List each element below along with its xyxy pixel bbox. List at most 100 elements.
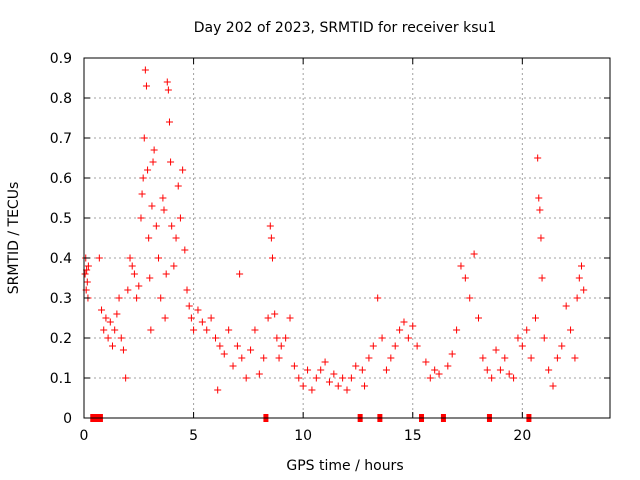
data-point <box>140 134 148 142</box>
data-point <box>483 366 491 374</box>
y-tick-label: 0.4 <box>50 251 72 267</box>
data-point <box>100 326 108 334</box>
data-point <box>479 354 487 362</box>
data-point <box>536 206 544 214</box>
data-point <box>527 354 535 362</box>
data-point <box>531 314 539 322</box>
data-point <box>264 314 272 322</box>
data-point <box>391 342 399 350</box>
data-point <box>343 386 351 394</box>
data-point <box>435 370 443 378</box>
data-point <box>104 334 112 342</box>
data-point <box>185 302 193 310</box>
y-tick-label: 0.2 <box>50 331 72 347</box>
data-point <box>225 326 233 334</box>
data-point <box>260 354 268 362</box>
data-point <box>537 234 545 242</box>
y-tick-labels: 0 0.1 0.2 0.3 0.4 0.5 0.6 0.7 0.8 0.9 <box>50 51 72 427</box>
data-point <box>273 334 281 342</box>
data-point <box>369 342 377 350</box>
data-point <box>113 310 121 318</box>
data-point <box>137 214 145 222</box>
data-point <box>268 254 276 262</box>
data-point <box>575 274 583 282</box>
data-point <box>122 374 130 382</box>
data-point <box>81 270 89 278</box>
data-point <box>179 166 187 174</box>
data-point <box>119 346 127 354</box>
data-point <box>216 342 224 350</box>
data-point <box>299 382 307 390</box>
data-point <box>444 362 452 370</box>
data-point <box>141 66 149 74</box>
plot-frame <box>83 57 611 419</box>
data-point <box>523 326 531 334</box>
y-tick-label: 0.7 <box>50 131 72 147</box>
data-point <box>181 246 189 254</box>
data-point <box>573 294 581 302</box>
data-point <box>135 282 143 290</box>
data-point <box>117 334 125 342</box>
data-point <box>138 190 146 198</box>
data-point <box>431 366 439 374</box>
data-point <box>549 382 557 390</box>
data-point <box>146 274 154 282</box>
data-point <box>505 370 513 378</box>
y-tick-label: 0.8 <box>50 91 72 107</box>
data-point <box>150 146 158 154</box>
data-point <box>102 314 110 322</box>
data-point <box>553 354 561 362</box>
data-point <box>510 374 518 382</box>
grid-lines <box>84 58 610 418</box>
data-point <box>251 326 259 334</box>
data-point <box>164 86 172 94</box>
data-point <box>159 194 167 202</box>
data-point <box>130 270 138 278</box>
data-point <box>290 362 298 370</box>
data-point <box>347 374 355 382</box>
x-tick-label: 0 <box>80 428 89 444</box>
x-axis-label: GPS time / hours <box>286 458 403 474</box>
data-point <box>147 326 155 334</box>
data-point <box>139 174 147 182</box>
data-point <box>330 370 338 378</box>
data-point <box>187 314 195 322</box>
x-tick-label: 20 <box>513 428 531 444</box>
y-tick-label: 0.3 <box>50 291 72 307</box>
data-point <box>162 270 170 278</box>
data-point <box>266 222 274 230</box>
data-point <box>374 294 382 302</box>
data-point <box>174 182 182 190</box>
data-point <box>145 234 153 242</box>
data-point <box>238 354 246 362</box>
data-point <box>84 262 92 270</box>
data-point <box>321 358 329 366</box>
data-point <box>365 354 373 362</box>
data-point <box>578 262 586 270</box>
data-point <box>352 362 360 370</box>
data-point <box>535 194 543 202</box>
x-tick-labels: 0 5 10 15 20 <box>80 428 532 444</box>
data-point <box>203 326 211 334</box>
data-point <box>271 310 279 318</box>
data-point <box>312 374 320 382</box>
data-point <box>220 350 228 358</box>
data-point <box>148 202 156 210</box>
chart-title: Day 202 of 2023, SRMTID for receiver ksu… <box>194 20 497 36</box>
data-point <box>461 274 469 282</box>
data-point <box>172 234 180 242</box>
data-point <box>538 274 546 282</box>
data-point <box>214 386 222 394</box>
data-point <box>396 326 404 334</box>
data-point <box>160 206 168 214</box>
data-point <box>194 306 202 314</box>
data-point <box>448 350 456 358</box>
data-point <box>142 82 150 90</box>
data-point <box>295 374 303 382</box>
data-point <box>157 294 165 302</box>
data-point <box>207 314 215 322</box>
y-axis-label: SRMTID / TECUs <box>6 182 22 295</box>
data-point <box>198 318 206 326</box>
data-point <box>155 254 163 262</box>
